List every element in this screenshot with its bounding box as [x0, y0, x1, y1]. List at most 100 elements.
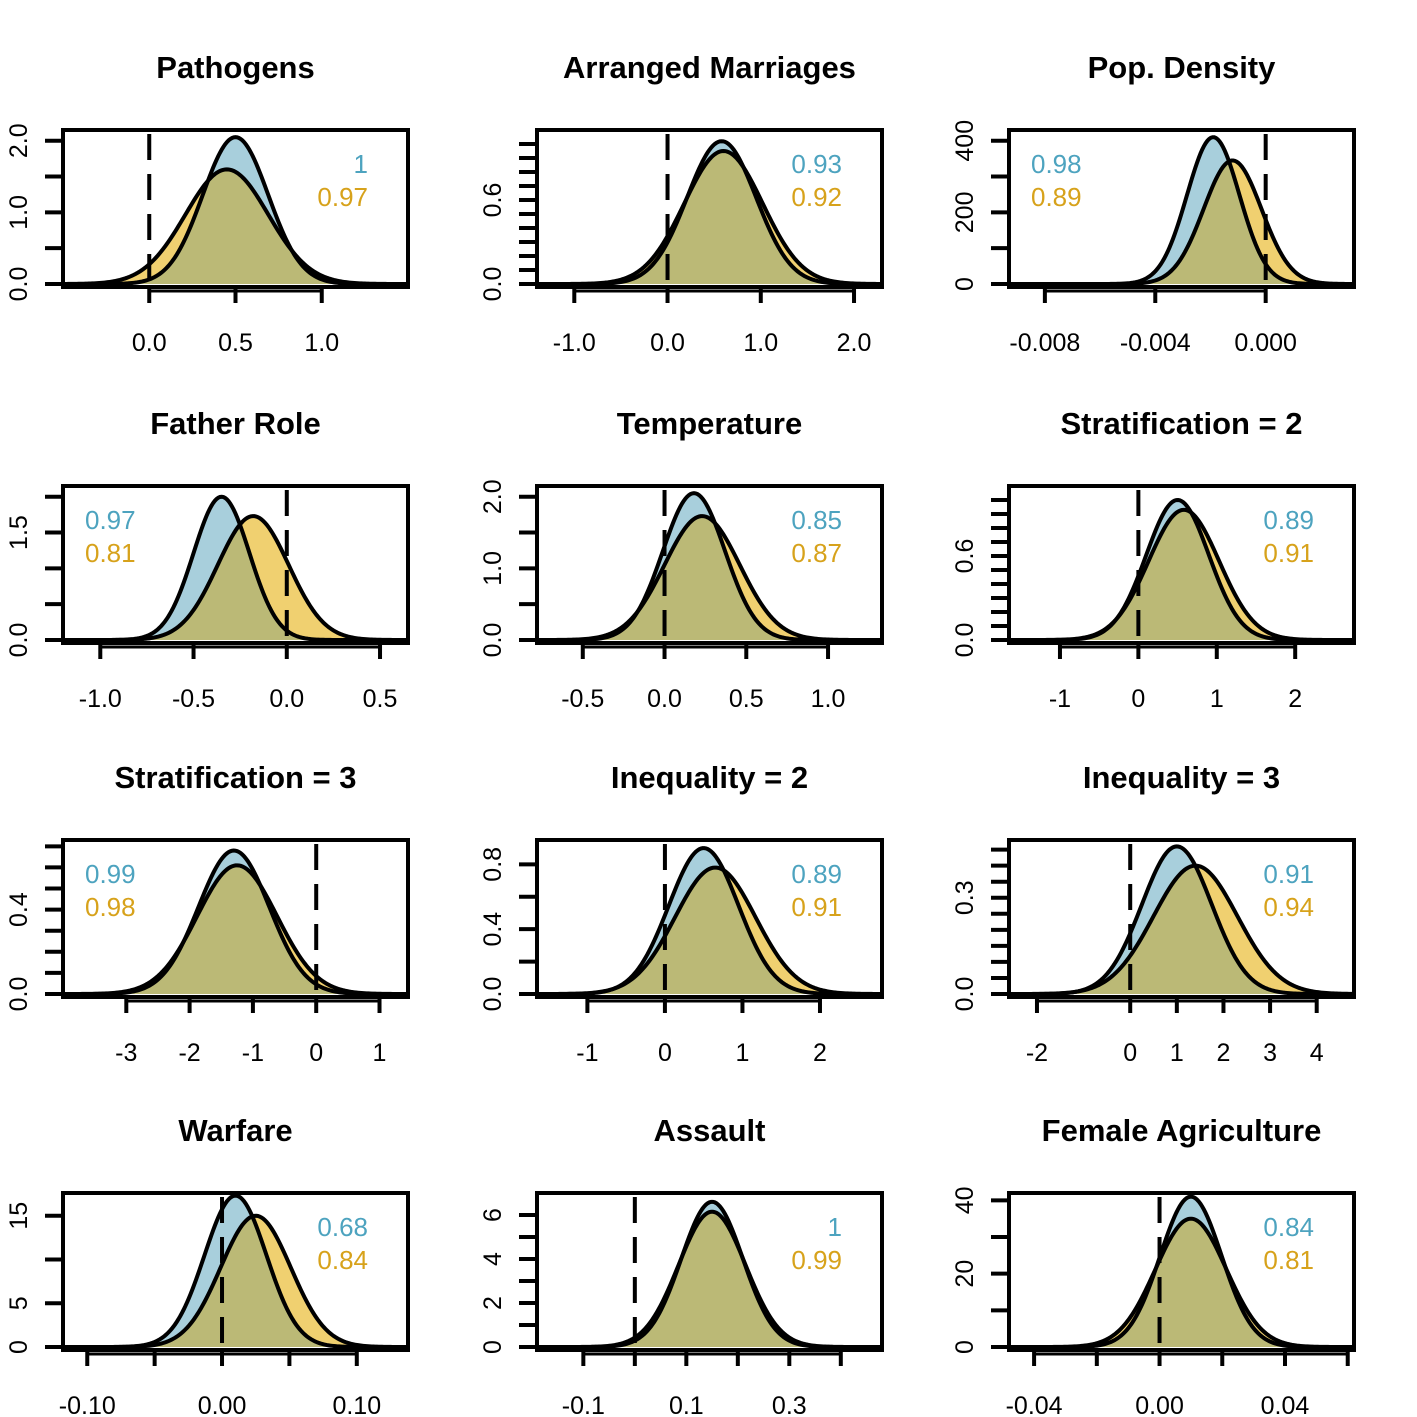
x-tick-label: 0.00 [198, 1392, 247, 1417]
panel-title: Stratification = 2 [1060, 406, 1302, 441]
density-overlap [63, 1215, 408, 1347]
density-line-gold [537, 148, 882, 286]
y-tick-label: 1.0 [479, 551, 507, 586]
y-tick-label: 5 [5, 1296, 33, 1310]
density-line-gold [1009, 158, 1354, 286]
x-tick-label: -1 [1049, 685, 1071, 713]
panel-frame [1007, 484, 1356, 645]
panel-title: Assault [654, 1113, 766, 1148]
x-tick-label: -0.04 [1006, 1392, 1063, 1417]
density-overlap [1009, 509, 1354, 640]
y-tick-label: 0.4 [5, 892, 33, 927]
density-line-gold [63, 514, 408, 642]
y-tick-label: 0.6 [479, 183, 507, 218]
x-tick-label: 0 [658, 1039, 672, 1067]
density-line-gold [537, 1209, 882, 1349]
x-tick-label: 1.0 [743, 329, 778, 357]
x-tick-label: -2 [178, 1039, 200, 1067]
x-tick-label: 2 [813, 1039, 827, 1067]
panel-warfare: Warfare -0.10 0.00 0.10 0 5 15 0.680.84 [5, 1113, 410, 1417]
probability-label-gold: 0.94 [1263, 892, 1314, 922]
y-tick-label: 0.0 [5, 623, 33, 658]
panel-frame [1007, 838, 1356, 999]
panel-title: Pop. Density [1088, 50, 1277, 85]
y-tick-label: 0.3 [951, 880, 979, 915]
x-tick-label: 1 [1170, 1039, 1184, 1067]
density-line-gold [1009, 863, 1354, 996]
probability-label-blue: 0.89 [1263, 505, 1314, 535]
panel-frame [1007, 1191, 1356, 1352]
panel-arranged-marriages: Arranged Marriages -1.0 0.0 1.0 2.0 0.0 0.6 0.9… [479, 50, 884, 357]
x-tick-label: -0.1 [562, 1392, 605, 1417]
density-overlap [63, 865, 408, 994]
x-tick-label: -0.5 [561, 685, 604, 713]
probability-label-gold: 0.84 [317, 1245, 368, 1275]
panel-title: Pathogens [156, 50, 314, 85]
panel-frame [61, 128, 410, 289]
y-tick-label: 6 [479, 1208, 507, 1222]
panel-title: Stratification = 3 [114, 760, 356, 795]
y-tick-label: 1.5 [5, 515, 33, 550]
y-tick-label: 0.0 [951, 977, 979, 1012]
density-line-gold [537, 514, 882, 642]
y-tick-label: 40 [951, 1186, 979, 1214]
x-tick-label: 1.0 [811, 685, 846, 713]
panel-frame [535, 838, 884, 999]
panel-frame [61, 484, 410, 645]
density-line-gold [1009, 1216, 1354, 1349]
y-tick-label: 0.0 [479, 623, 507, 658]
y-tick-label: 400 [951, 120, 979, 162]
x-tick-label: 1 [735, 1039, 749, 1067]
density-line-gold [537, 865, 882, 996]
density-line-gold [1009, 507, 1354, 642]
y-tick-label: 0 [951, 1340, 979, 1354]
x-tick-label: -0.008 [1009, 329, 1080, 357]
probability-label-blue: 0.97 [85, 505, 136, 535]
y-tick-label: 0.0 [951, 623, 979, 658]
x-tick-label: 0.0 [647, 685, 682, 713]
y-tick-label: 0.8 [479, 847, 507, 882]
panel-frame [61, 838, 410, 999]
x-tick-label: -1 [576, 1039, 598, 1067]
y-tick-label: 200 [951, 192, 979, 234]
density-overlap [63, 169, 408, 284]
panel-title: Inequality = 2 [611, 760, 808, 795]
panel-inequality-3: Inequality = 3 -2 0 1 2 3 4 0.0 0.3 0.910.94 [951, 760, 1356, 1067]
density-line-gold [63, 167, 408, 286]
probability-label-gold: 0.81 [1263, 1245, 1314, 1275]
panel-title: Father Role [150, 406, 321, 441]
probability-label-blue: 0.93 [791, 149, 842, 179]
panel-inequality-2: Inequality = 2 -1 0 1 2 0.0 0.4 0.8 0.890.91 [479, 760, 884, 1067]
panel-title: Arranged Marriages [563, 50, 856, 85]
density-line-gold [63, 1213, 408, 1349]
y-tick-label: 20 [951, 1260, 979, 1288]
y-tick-label: 0 [951, 277, 979, 291]
x-tick-label: -1.0 [79, 685, 122, 713]
panel-frame [535, 128, 884, 289]
probability-label-blue: 0.98 [1031, 149, 1082, 179]
panel-pop-density: Pop. Density -0.008 -0.004 0.000 0 200 400 0.98… [951, 50, 1356, 357]
probability-label-blue: 1 [828, 1212, 842, 1242]
panel-pathogens: Pathogens 0.0 0.5 1.0 0.0 1.0 2.0 10.97 [5, 50, 410, 357]
x-tick-label: -1.0 [553, 329, 596, 357]
probability-label-gold: 0.89 [1031, 182, 1082, 212]
density-overlap [537, 1211, 882, 1347]
probability-label-blue: 0.91 [1263, 859, 1314, 889]
density-overlap [537, 151, 882, 284]
x-tick-label: 2 [1217, 1039, 1231, 1067]
probability-label-gold: 0.98 [85, 892, 136, 922]
x-tick-label: 0.10 [332, 1392, 381, 1417]
probability-label-gold: 0.92 [791, 182, 842, 212]
panel-title: Female Agriculture [1042, 1113, 1322, 1148]
y-tick-label: 0.0 [5, 267, 33, 302]
panel-title: Temperature [617, 406, 803, 441]
x-tick-label: -1 [242, 1039, 264, 1067]
panel-temperature: Temperature -0.5 0.0 0.5 1.0 0.0 1.0 2.0 0.850.8… [479, 406, 884, 713]
x-tick-label: -3 [115, 1039, 137, 1067]
x-tick-label: 0 [309, 1039, 323, 1067]
density-overlap [1009, 1218, 1354, 1347]
density-overlap [537, 867, 882, 994]
x-tick-label: 0.0 [269, 685, 304, 713]
probability-label-blue: 0.84 [1263, 1212, 1314, 1242]
